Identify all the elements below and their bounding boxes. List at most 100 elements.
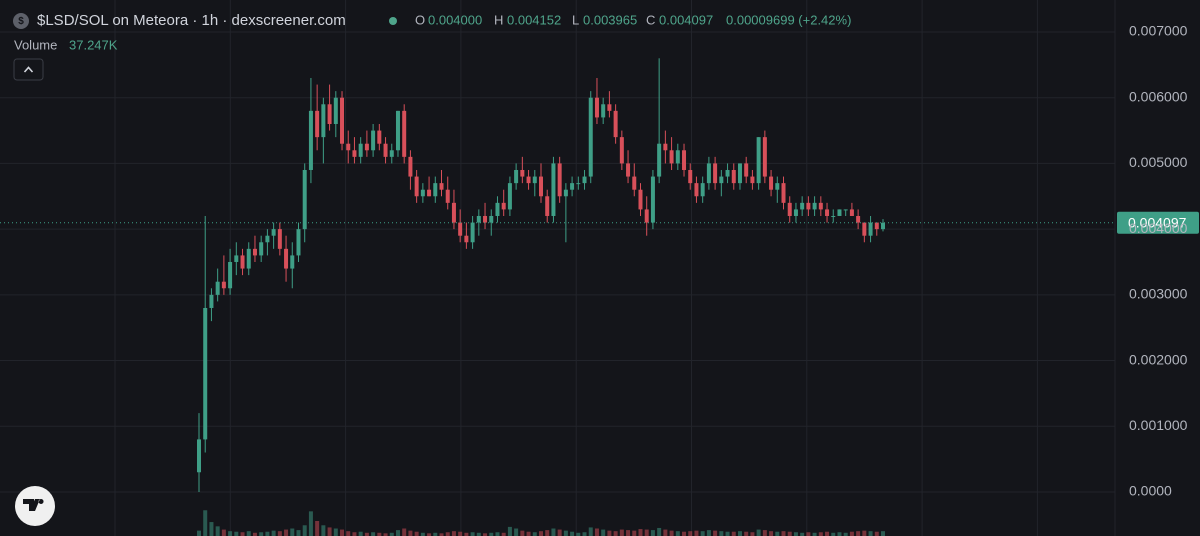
candle-body — [825, 209, 830, 216]
volume-bar — [663, 529, 668, 536]
candle-body — [495, 202, 500, 216]
volume-bar — [706, 530, 711, 536]
volume-bar — [340, 529, 345, 536]
volume-bar — [793, 532, 798, 536]
volume-bar — [781, 531, 786, 536]
candle-body — [259, 242, 264, 256]
collapse-button[interactable] — [13, 58, 44, 81]
volume-bar — [719, 531, 724, 536]
candle-body — [439, 183, 444, 190]
volume-bar — [277, 531, 282, 536]
y-tick-label: 0.005000 — [1129, 154, 1188, 170]
candle-body — [507, 183, 512, 210]
candle-body — [526, 176, 531, 184]
candle-body — [377, 130, 382, 144]
volume-bar — [514, 528, 519, 536]
candle-body — [501, 202, 506, 210]
candle-body — [601, 104, 606, 118]
candle-body — [514, 169, 519, 184]
logo-glyph[interactable] — [23, 499, 44, 511]
volume-bar — [856, 531, 861, 536]
volume-bar — [601, 529, 606, 536]
candle-body — [340, 97, 345, 144]
candle-body — [588, 97, 593, 177]
candle-body — [582, 176, 587, 184]
candle-body — [402, 110, 407, 157]
candle-body — [781, 183, 786, 203]
volume-bar — [445, 532, 450, 536]
candle-body — [551, 163, 556, 216]
volume-bar — [327, 527, 332, 536]
volume-bar — [470, 532, 475, 536]
candle-body — [762, 137, 767, 177]
volume-bar — [539, 531, 543, 536]
volume-bar — [607, 530, 612, 536]
volume-bar — [669, 530, 674, 536]
token-icon-glyph: $ — [18, 16, 24, 27]
close-label: C — [646, 12, 655, 27]
volume-bar — [290, 528, 295, 536]
close-value: 0.004097 — [659, 12, 713, 27]
candle-body — [731, 169, 736, 184]
collapse-button-frame[interactable] — [13, 58, 44, 81]
collapse-caret[interactable] — [23, 66, 34, 73]
candle-body — [302, 169, 307, 230]
volume-bar — [800, 532, 805, 536]
volume-bar — [346, 531, 351, 536]
candle-body — [433, 183, 438, 197]
tradingview-logo[interactable] — [15, 486, 55, 526]
token-icon — [13, 13, 29, 29]
candle-body — [793, 209, 798, 216]
volume-bar — [427, 533, 432, 536]
y-tick-label: 0.003000 — [1129, 286, 1188, 302]
volume-bar — [203, 510, 208, 536]
overlay-layer: 0.004097 — [0, 211, 1199, 234]
y-tick-label: 0.006000 — [1129, 88, 1188, 104]
candle-body — [371, 130, 376, 151]
low-value: 0.003965 — [583, 12, 637, 27]
candle-body — [234, 255, 239, 262]
volume-bar — [713, 530, 718, 536]
candle-body — [563, 189, 568, 197]
candle-body — [203, 307, 208, 440]
candle-body — [843, 209, 848, 211]
candle-body — [594, 97, 599, 118]
volume-bar — [657, 527, 662, 536]
volume-bar — [526, 531, 531, 536]
volume-bar — [787, 531, 792, 536]
candle-body — [744, 163, 749, 177]
volume-bar — [551, 528, 556, 536]
candle-body — [352, 150, 357, 157]
low-label: L — [572, 12, 579, 27]
volume-bar — [420, 532, 425, 536]
candle-body — [644, 209, 649, 223]
volume-bar — [383, 533, 388, 536]
change-value: 0.00009699 (+2.42%) — [726, 12, 851, 27]
candle-body — [706, 163, 711, 184]
grid-layer — [0, 0, 1116, 536]
volume-bar — [812, 532, 817, 536]
candle-body — [327, 104, 332, 124]
volume-bar — [221, 529, 226, 536]
volume-bar — [682, 531, 687, 536]
volume-bar — [619, 529, 624, 536]
candle-body — [650, 176, 655, 223]
candle-body — [719, 176, 724, 184]
candle-body — [228, 261, 233, 289]
last-price-label: 0.004097 — [1128, 214, 1187, 230]
volume-bar — [756, 529, 761, 536]
volume-bar — [694, 530, 699, 536]
volume-bar — [843, 532, 848, 536]
high-label: H — [494, 12, 503, 27]
volume-bar — [377, 532, 382, 536]
volume-bar — [868, 531, 873, 536]
candle-body — [395, 110, 400, 151]
candle-body — [769, 176, 774, 190]
candle-body — [321, 104, 326, 138]
volume-bar — [563, 530, 568, 536]
volume-bar — [613, 531, 618, 536]
y-tick-label: 0.004000 — [1129, 220, 1188, 236]
volume-bar — [271, 530, 276, 536]
volume-bar — [451, 531, 456, 536]
